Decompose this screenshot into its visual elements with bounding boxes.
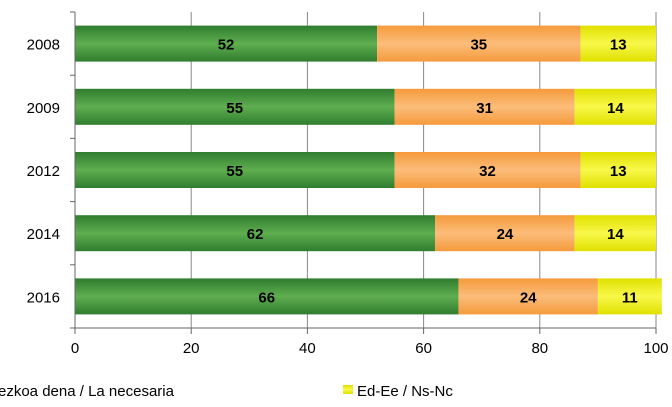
data-label: 52	[218, 37, 235, 54]
data-label: 24	[520, 289, 537, 306]
bar-segment-2009-3	[574, 88, 656, 125]
data-label: 11	[622, 289, 638, 306]
legend-swatch-3	[343, 385, 353, 394]
category-label-2012: 2012	[27, 163, 60, 180]
data-label: 14	[607, 100, 624, 117]
bar-segment-2014-3	[574, 215, 656, 252]
bar-segment-2009-1	[75, 88, 395, 125]
bar-segment-2009-2	[394, 88, 575, 125]
data-label: 31	[476, 100, 493, 117]
x-tick-label: 100	[643, 340, 668, 357]
data-label: 13	[610, 37, 627, 54]
x-tick-label: 0	[71, 340, 79, 357]
x-tick-label: 20	[183, 340, 200, 357]
data-label: 55	[226, 100, 243, 117]
x-tick-label: 40	[299, 340, 316, 357]
bar-segment-2014-1	[75, 215, 436, 252]
bar-segment-2016-2	[458, 278, 598, 315]
category-label-2016: 2016	[27, 289, 60, 306]
bar-segment-2012-3	[580, 152, 656, 188]
category-label-2009: 2009	[27, 100, 60, 117]
bar-segment-2008-3	[580, 25, 656, 62]
axes	[70, 11, 657, 334]
bar-segment-2012-1	[75, 152, 395, 188]
x-tick-label: 60	[415, 340, 432, 357]
x-tick-labels: 0 20 40 60 80 100	[71, 340, 669, 357]
legend: ezkoa dena / La necesaria Ed-Ee / Ns-Nc	[0, 383, 453, 400]
data-label: 62	[247, 226, 264, 243]
bar-segment-2012-2	[394, 152, 581, 188]
x-tick-label: 80	[531, 340, 548, 357]
bar-segment-2016-3	[597, 278, 662, 315]
category-labels: 2008 2009 2012 2014 2016	[27, 37, 60, 307]
data-label: 55	[226, 163, 243, 180]
bar-segment-2014-2	[435, 215, 575, 252]
data-label: 32	[479, 163, 496, 180]
legend-label-1: ezkoa dena / La necesaria	[0, 383, 175, 400]
legend-label-3: Ed-Ee / Ns-Nc	[357, 383, 453, 400]
bar-segment-2008-1	[75, 25, 378, 62]
bars: 52 35 13 55 31 14 55 32 13 62 24 14 66 24 11	[75, 25, 662, 315]
data-label: 24	[497, 226, 514, 243]
category-label-2014: 2014	[27, 226, 60, 243]
data-label: 13	[610, 163, 627, 180]
data-label: 14	[607, 226, 624, 243]
category-label-2008: 2008	[27, 37, 60, 54]
bar-segment-2008-2	[377, 25, 581, 62]
data-label: 66	[258, 289, 275, 306]
data-label: 35	[470, 37, 487, 54]
bar-segment-2016-1	[75, 278, 459, 315]
